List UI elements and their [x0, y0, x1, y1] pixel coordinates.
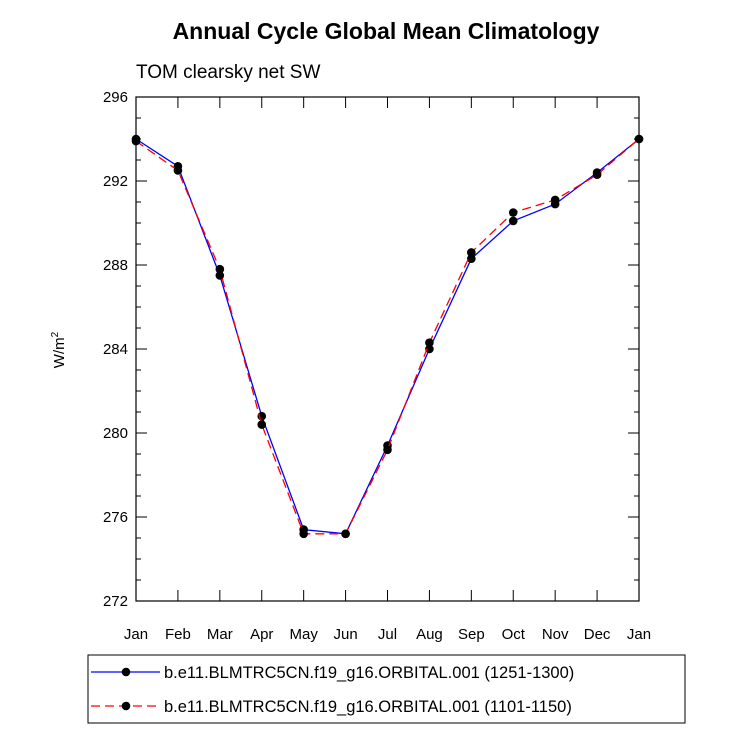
data-point [425, 338, 434, 348]
data-point [173, 166, 183, 175]
series-2 [131, 134, 644, 539]
legend-marker [121, 667, 131, 677]
data-point [508, 208, 518, 217]
y-tick-label: 288 [103, 257, 128, 274]
legend-entry: b.e11.BLMTRC5CN.f19_g16.ORBITAL.001 (110… [164, 698, 572, 716]
x-tick-label: May [289, 626, 318, 643]
data-point [341, 529, 350, 539]
plot-frame [135, 96, 640, 602]
chart-subtitle: TOM clearsky net SW [136, 62, 320, 83]
data-point [257, 411, 267, 421]
x-tick-label: Jan [627, 626, 651, 643]
y-tick-label: 276 [103, 509, 128, 526]
x-tick-label: Mar [207, 626, 233, 643]
legend: b.e11.BLMTRC5CN.f19_g16.ORBITAL.001 (125… [87, 654, 686, 724]
data-point [131, 136, 141, 146]
chart-title: Annual Cycle Global Mean Climatology [173, 18, 600, 44]
axis-ticks: 272 276 280 284 288 292 296 Jan Feb Mar Apr May Jun J… [103, 89, 651, 643]
series-layer [131, 134, 644, 539]
data-point [592, 170, 602, 179]
x-tick-label: Dec [584, 626, 611, 643]
x-tick-label: Oct [502, 626, 526, 643]
y-tick-label: 296 [103, 89, 128, 106]
y-tick-label: 272 [103, 593, 128, 610]
y-tick-label: 292 [103, 173, 128, 190]
x-tick-label: Jun [333, 626, 357, 643]
data-point [467, 248, 476, 257]
x-tick-label: Aug [416, 626, 443, 643]
y-axis-label: W/m2 [50, 331, 68, 368]
data-point [383, 445, 392, 455]
data-point [299, 529, 308, 539]
series-line [135, 138, 640, 535]
series-1 [131, 134, 644, 539]
data-point [215, 264, 225, 274]
data-point [550, 195, 560, 205]
y-tick-label: 284 [103, 341, 128, 358]
legend-box [87, 654, 686, 724]
x-tick-label: Jan [124, 626, 148, 643]
legend-entry: b.e11.BLMTRC5CN.f19_g16.ORBITAL.001 (125… [164, 664, 574, 682]
x-tick-label: Jul [378, 626, 397, 643]
data-point [257, 420, 267, 429]
data-point [215, 271, 225, 280]
x-tick-label: Sep [458, 626, 485, 643]
data-point [634, 134, 644, 144]
data-point [508, 216, 518, 226]
data-point [467, 254, 476, 263]
y-tick-label: 280 [103, 425, 128, 442]
x-tick-label: Apr [250, 626, 273, 643]
data-point [425, 344, 434, 354]
x-tick-label: Feb [165, 626, 191, 643]
x-tick-label: Nov [542, 626, 569, 643]
legend-marker [121, 701, 131, 711]
